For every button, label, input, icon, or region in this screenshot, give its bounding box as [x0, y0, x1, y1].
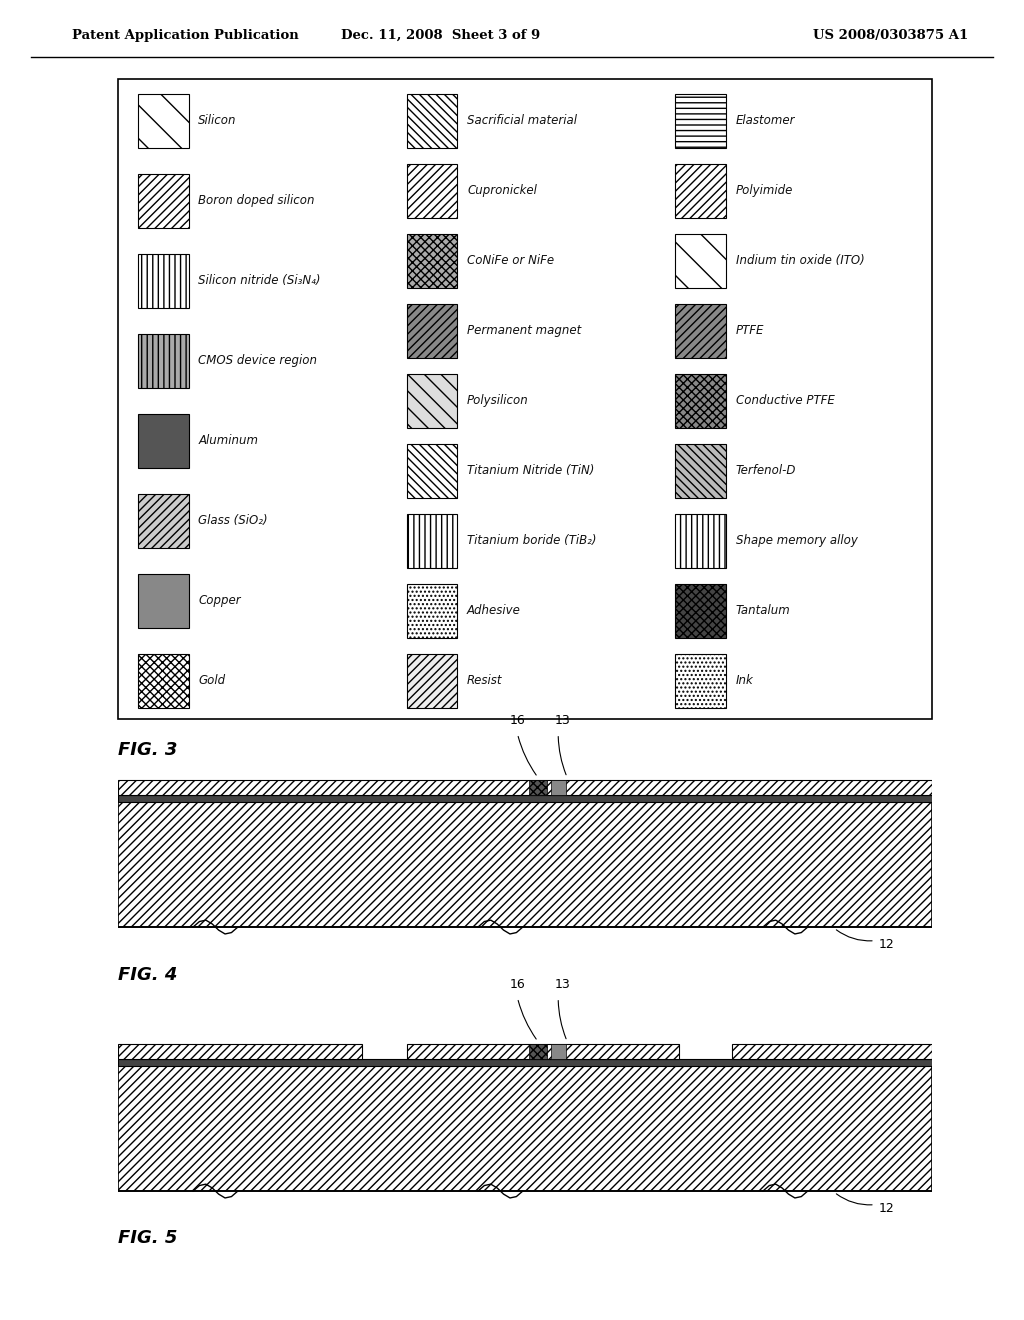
Text: PTFE: PTFE: [735, 325, 764, 338]
Bar: [676, 583, 726, 638]
Bar: [407, 374, 458, 428]
Bar: [407, 583, 458, 638]
Bar: [118, 780, 932, 795]
Bar: [118, 1044, 362, 1059]
Text: Glass (SiO₂): Glass (SiO₂): [199, 515, 268, 528]
Text: FIG. 5: FIG. 5: [118, 1229, 177, 1247]
Text: 16: 16: [510, 714, 525, 727]
Bar: [551, 780, 565, 795]
Text: Boron doped silicon: Boron doped silicon: [199, 194, 314, 207]
Bar: [138, 574, 188, 628]
Bar: [676, 374, 726, 428]
Text: CMOS device region: CMOS device region: [199, 354, 317, 367]
Bar: [407, 234, 458, 288]
Text: Dec. 11, 2008  Sheet 3 of 9: Dec. 11, 2008 Sheet 3 of 9: [341, 29, 540, 42]
Text: Polyimide: Polyimide: [735, 185, 793, 197]
Text: Titanium Nitride (TiN): Titanium Nitride (TiN): [467, 465, 594, 478]
Text: 13: 13: [554, 978, 570, 991]
Text: Indium tin oxide (ITO): Indium tin oxide (ITO): [735, 255, 864, 268]
Bar: [407, 94, 458, 148]
Text: FIG. 4: FIG. 4: [118, 966, 177, 985]
Text: Cupronickel: Cupronickel: [467, 185, 537, 197]
Bar: [676, 513, 726, 568]
Bar: [118, 795, 932, 801]
Text: 12: 12: [879, 1203, 895, 1214]
Text: 13: 13: [554, 714, 570, 727]
Text: 12: 12: [879, 939, 895, 950]
Text: Aluminum: Aluminum: [199, 434, 258, 447]
Text: Elastomer: Elastomer: [735, 115, 796, 127]
Text: Gold: Gold: [199, 675, 225, 688]
Bar: [528, 1044, 547, 1059]
Bar: [138, 174, 188, 228]
Bar: [676, 444, 726, 498]
Bar: [676, 94, 726, 148]
Bar: [118, 1065, 932, 1191]
Bar: [528, 780, 547, 795]
Text: Conductive PTFE: Conductive PTFE: [735, 395, 835, 408]
Bar: [551, 1044, 565, 1059]
Bar: [138, 334, 188, 388]
Bar: [676, 164, 726, 218]
Text: Silicon: Silicon: [199, 115, 237, 127]
Bar: [407, 164, 458, 218]
Text: Silicon nitride (Si₃N₄): Silicon nitride (Si₃N₄): [199, 275, 321, 288]
Text: Ink: Ink: [735, 675, 754, 688]
Text: FIG. 3: FIG. 3: [118, 741, 177, 759]
Bar: [138, 413, 188, 469]
Text: CoNiFe or NiFe: CoNiFe or NiFe: [467, 255, 554, 268]
Text: Adhesive: Adhesive: [467, 605, 521, 618]
Text: Terfenol-D: Terfenol-D: [735, 465, 796, 478]
Bar: [118, 1059, 932, 1065]
Bar: [407, 653, 458, 709]
Text: Resist: Resist: [467, 675, 503, 688]
Bar: [138, 94, 188, 148]
Text: Polysilicon: Polysilicon: [467, 395, 528, 408]
Text: Copper: Copper: [199, 594, 241, 607]
Bar: [118, 801, 932, 927]
Bar: [407, 444, 458, 498]
Text: Sacrificial material: Sacrificial material: [467, 115, 577, 127]
Bar: [676, 234, 726, 288]
Text: 16: 16: [510, 978, 525, 991]
Bar: [407, 304, 458, 358]
Text: Titanium boride (TiB₂): Titanium boride (TiB₂): [467, 535, 597, 548]
Text: Patent Application Publication: Patent Application Publication: [72, 29, 298, 42]
Bar: [138, 253, 188, 308]
Bar: [676, 304, 726, 358]
Text: Tantalum: Tantalum: [735, 605, 791, 618]
Bar: [138, 653, 188, 709]
Text: US 2008/0303875 A1: US 2008/0303875 A1: [813, 29, 969, 42]
Text: Shape memory alloy: Shape memory alloy: [735, 535, 857, 548]
Bar: [732, 1044, 932, 1059]
Bar: [407, 513, 458, 568]
Bar: [676, 653, 726, 709]
Bar: [407, 1044, 680, 1059]
Text: Permanent magnet: Permanent magnet: [467, 325, 582, 338]
Bar: [138, 494, 188, 548]
